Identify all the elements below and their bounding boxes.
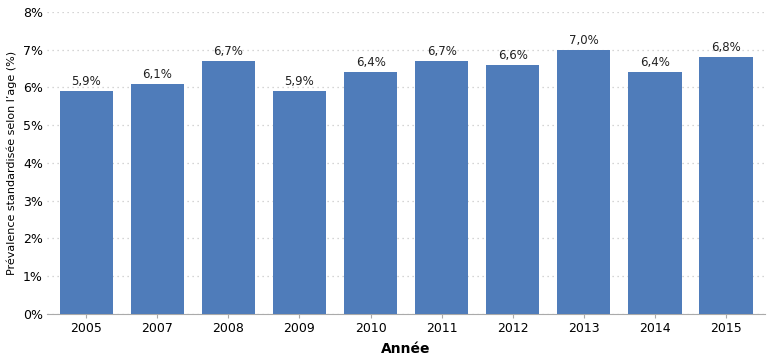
Text: 7,0%: 7,0%	[569, 34, 598, 47]
Text: 6,4%: 6,4%	[640, 56, 670, 69]
Bar	[201, 61, 255, 314]
Bar	[130, 83, 184, 314]
Text: 6,4%: 6,4%	[356, 56, 385, 69]
Y-axis label: Prévalence standardisée selon l’age (%): Prévalence standardisée selon l’age (%)	[7, 51, 18, 275]
Text: 6,7%: 6,7%	[427, 45, 456, 58]
Bar	[557, 50, 611, 314]
Bar	[273, 91, 326, 314]
Text: 5,9%: 5,9%	[285, 75, 314, 88]
Bar	[699, 57, 753, 314]
Bar	[486, 65, 540, 314]
Bar	[415, 61, 469, 314]
X-axis label: Année: Année	[381, 342, 431, 356]
Text: 6,1%: 6,1%	[142, 68, 172, 81]
Bar	[59, 91, 113, 314]
Bar	[628, 72, 682, 314]
Text: 6,6%: 6,6%	[498, 49, 528, 62]
Text: 5,9%: 5,9%	[71, 75, 101, 88]
Text: 6,8%: 6,8%	[711, 41, 741, 54]
Bar	[344, 72, 398, 314]
Text: 6,7%: 6,7%	[214, 45, 243, 58]
